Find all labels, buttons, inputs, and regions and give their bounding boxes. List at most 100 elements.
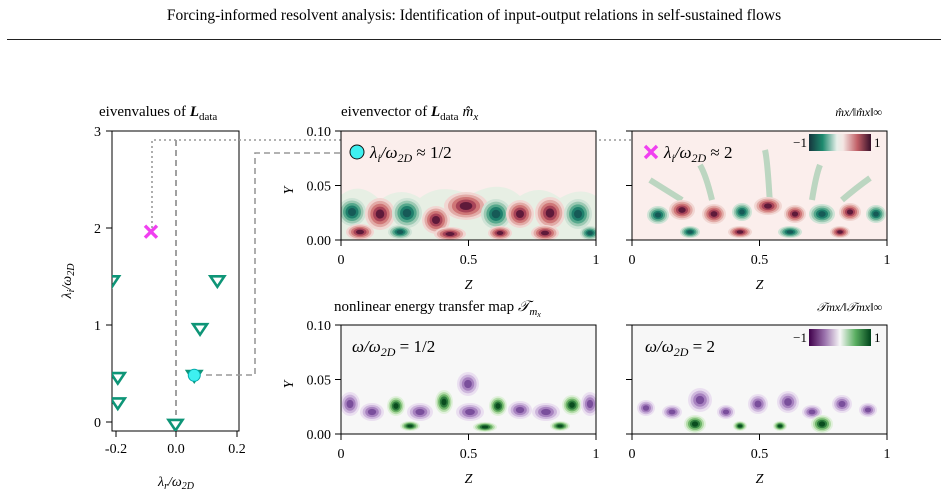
eigenvector-low-xlabel: Z	[465, 278, 473, 293]
eig-xtick-pos: 0.2	[228, 442, 246, 457]
eigenvector-cbar-max: 1	[874, 135, 881, 150]
cyan-marker-icon	[349, 144, 365, 160]
highlighted-eigenvalue-cyan	[187, 368, 201, 382]
contour-blob	[864, 407, 872, 413]
contour-blob	[691, 421, 699, 427]
transfer-colorbar-label: 𝒯mx/‖𝒯mx‖∞	[817, 300, 882, 314]
eigenvector-colorbar-label: m̂x/‖m̂x‖∞	[835, 105, 882, 119]
contour-blob	[495, 403, 501, 409]
contour-blob	[873, 211, 879, 217]
transfer-high-xlabel: Z	[756, 472, 764, 487]
connector-to-left-mode	[206, 152, 344, 376]
transfer-colorbar: −1 1	[793, 329, 881, 346]
transfer-low-ylabel: Y	[282, 378, 297, 388]
eigenvalue-point	[112, 275, 122, 290]
eigenvector-field-high	[631, 130, 888, 241]
contour-blob	[569, 402, 575, 408]
eigenvalue-panel: eivenvalues of Ldata 3 2 1 0 -0.2 0.0 0.…	[60, 104, 246, 492]
contour-blob	[722, 409, 730, 415]
contour-blob	[393, 403, 399, 409]
eigenvector-high-xlabel: Z	[756, 278, 764, 293]
eigenvector-low-ylabel: Y	[282, 184, 297, 194]
field-shape	[697, 163, 715, 201]
field-shape	[809, 163, 823, 201]
contour-blob	[736, 230, 744, 234]
eigenvalue-yticks: 3 2 1 0	[94, 125, 112, 431]
contour-blob	[415, 408, 425, 416]
contour-blob	[838, 400, 846, 408]
contour-blob	[407, 424, 413, 428]
eigenvector-low-xtick: 0.5	[460, 253, 478, 268]
contour-blob	[441, 398, 447, 406]
contour-blob	[778, 424, 782, 428]
contour-blob	[654, 212, 662, 218]
transfer-colorbar-bar	[809, 329, 871, 346]
contour-blob	[586, 399, 594, 409]
eigenvalue-point	[112, 371, 128, 386]
eigenvector-low-ytick: 0.05	[307, 180, 332, 195]
field-shape	[840, 175, 872, 203]
transfer-low-xlabel: Z	[465, 472, 473, 487]
eigenvalue-point	[190, 322, 210, 338]
contour-blob	[375, 209, 385, 219]
contour-blob	[516, 210, 524, 218]
eigenvalue-xticks: -0.2 0.0 0.2	[105, 431, 246, 457]
transfer-cbar-max: 1	[874, 330, 881, 345]
contour-blob	[754, 400, 762, 408]
eig-ytick-3: 3	[94, 125, 101, 140]
contour-blob	[846, 209, 854, 215]
contour-blob	[557, 424, 563, 428]
transfer-low-xtick: 0	[338, 447, 345, 462]
contour-blob	[445, 232, 455, 236]
page-header: Forcing-informed resolvent analysis: Ide…	[0, 0, 948, 40]
eigenvector-colorbar-bar	[809, 134, 871, 151]
contour-blob	[837, 230, 843, 234]
contour-blob	[786, 230, 794, 234]
eigenvector-row-title: eivenvector of Ldata m̂x	[341, 104, 478, 123]
annotation-eig-low-text: λi/ω2D ≈ 1/2	[369, 143, 452, 165]
eigenvector-low-xtick: 1	[593, 253, 600, 268]
contour-blob	[356, 229, 364, 235]
contour-blob	[808, 409, 816, 415]
annotation-transfer-low: ω/ω2D = 1/2	[352, 337, 435, 359]
contour-blob	[545, 208, 555, 218]
eigenvector-high-xtick: 0	[629, 253, 636, 268]
eigenvalue-points	[112, 224, 227, 431]
contour-blob	[432, 216, 440, 224]
contour-blob	[687, 230, 693, 234]
contour-blob	[784, 398, 792, 406]
transfer-field-low	[340, 324, 597, 435]
contour-blob	[668, 409, 676, 415]
eig-ytick-2: 2	[94, 222, 101, 237]
eigenvalue-point	[166, 418, 185, 431]
contour-blob	[402, 208, 412, 218]
contour-blob	[818, 421, 826, 427]
eigenvalue-ylabel: λi/ω2D	[60, 263, 77, 300]
contour-blob	[764, 203, 772, 209]
transfer-low-xtick: 1	[593, 447, 600, 462]
contour-blob	[465, 408, 475, 416]
field-axes: 0 0.5 1 Z 0.00 0.05 0.10 Y 0 0.5 1 Z 0 0.5 1 Z 0.00 0.05 0…	[282, 125, 891, 487]
eigenvector-field-low	[340, 130, 597, 241]
eig-xtick-zero: 0.0	[167, 442, 185, 457]
contour-blob	[459, 202, 473, 210]
eigenvector-high-xtick: 1	[884, 253, 891, 268]
annotation-transfer-low-text: ω/ω2D = 1/2	[352, 337, 435, 359]
eigenvalue-xlabel: λr/ω2D	[157, 475, 195, 492]
eigenvector-high-xtick: 0.5	[751, 253, 769, 268]
field-shape	[648, 177, 684, 203]
contour-blob	[396, 230, 404, 234]
contour-blob	[574, 209, 582, 219]
contour-blob	[464, 379, 472, 389]
transfer-cbar-min: −1	[793, 330, 807, 345]
contour-blob	[491, 209, 501, 219]
contour-blob	[791, 211, 799, 217]
header-title: Forcing-informed resolvent analysis: Ide…	[166, 7, 782, 24]
eigenvector-low-ytick: 0.10	[307, 125, 332, 140]
eig-ytick-1: 1	[94, 319, 101, 334]
eigenvalue-point	[207, 275, 227, 290]
contour-blob	[710, 211, 718, 217]
contour-blob	[587, 231, 593, 235]
contour-blob	[481, 425, 489, 429]
eigenvector-cbar-min: −1	[793, 135, 807, 150]
